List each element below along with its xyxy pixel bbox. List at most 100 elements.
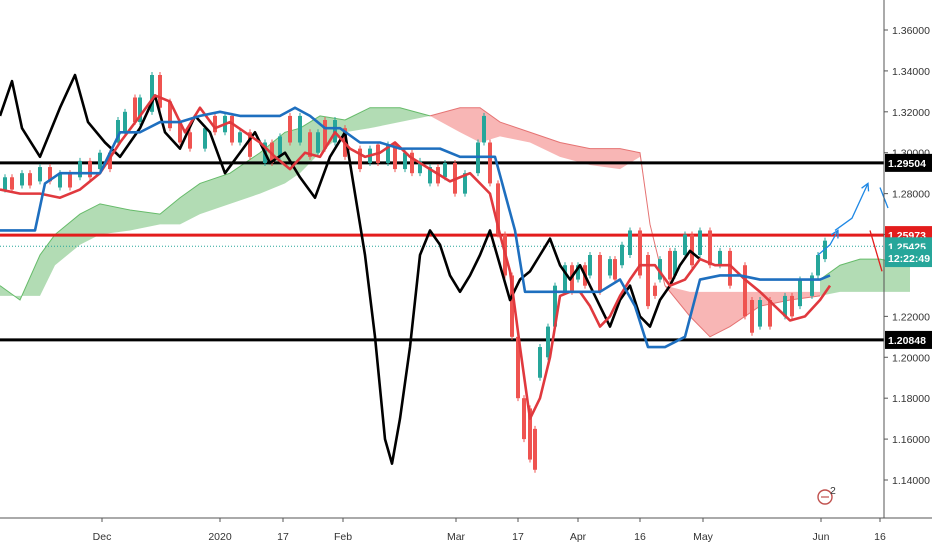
candle-up-41[interactable] xyxy=(758,300,762,327)
candle-down-31[interactable] xyxy=(528,408,532,460)
candle-up-42[interactable] xyxy=(783,295,787,317)
candle-up-0[interactable] xyxy=(3,177,7,190)
candle-up-5[interactable] xyxy=(98,152,102,170)
candle-down-36[interactable] xyxy=(613,259,617,280)
candle-down-35[interactable] xyxy=(598,255,602,292)
candle-down-15[interactable] xyxy=(288,115,292,143)
candle-up-29[interactable] xyxy=(553,285,557,327)
candle-down-7[interactable] xyxy=(158,75,162,108)
candle-up-20[interactable] xyxy=(403,152,407,170)
candle-up-9[interactable] xyxy=(150,75,154,112)
cloud-bull-0 xyxy=(0,115,345,300)
candle-up-22[interactable] xyxy=(428,167,432,184)
candle-up-28[interactable] xyxy=(546,326,550,358)
candle-down-9[interactable] xyxy=(178,122,182,143)
candle-down-45[interactable] xyxy=(750,300,754,333)
candle-down-0[interactable] xyxy=(10,177,14,190)
candle-down-10[interactable] xyxy=(188,132,192,149)
projection-arrow-1-head xyxy=(830,229,839,239)
candle-down-40[interactable] xyxy=(668,250,672,280)
candle-down-17[interactable] xyxy=(323,120,327,149)
candle-down-32[interactable] xyxy=(533,428,537,470)
candle-down-29[interactable] xyxy=(516,336,520,399)
x-tick-label-2: 17 xyxy=(277,531,289,543)
x-tick-label-5: 17 xyxy=(512,531,524,543)
candle-down-4[interactable] xyxy=(88,160,92,178)
lagging-line[interactable] xyxy=(0,73,701,465)
candle-down-11[interactable] xyxy=(213,115,217,133)
candle-up-32[interactable] xyxy=(588,255,592,276)
candle-up-1[interactable] xyxy=(20,173,24,186)
x-tick-label-4: Mar xyxy=(447,531,466,543)
candle-down-19[interactable] xyxy=(358,148,362,170)
candle-up-36[interactable] xyxy=(658,259,662,280)
y-tick-label-9: 1.16000 xyxy=(892,434,930,446)
candle-down-5[interactable] xyxy=(108,152,112,170)
candle-up-2[interactable] xyxy=(38,167,42,182)
candle-down-44[interactable] xyxy=(743,265,747,317)
candle-up-15[interactable] xyxy=(298,115,302,143)
candle-up-34[interactable] xyxy=(620,244,624,266)
candle-up-44[interactable] xyxy=(810,275,814,296)
candle-down-43[interactable] xyxy=(728,250,732,286)
candle-up-33[interactable] xyxy=(608,259,612,276)
conversion-line[interactable] xyxy=(0,94,832,420)
price-label-1: 12:22:49 xyxy=(888,253,930,265)
candle-down-8[interactable] xyxy=(168,101,172,129)
cloud-bear-0-edge xyxy=(429,107,821,338)
projection-arrow-2-head xyxy=(861,182,870,192)
candle-up-23[interactable] xyxy=(443,162,447,178)
candle-down-42[interactable] xyxy=(708,230,712,266)
candle-up-12[interactable] xyxy=(238,132,242,143)
x-tick-label-9: Jun xyxy=(813,531,830,543)
candle-down-3[interactable] xyxy=(68,173,72,188)
candle-up-39[interactable] xyxy=(698,230,702,255)
candle-down-21[interactable] xyxy=(393,144,397,170)
candle-up-30[interactable] xyxy=(563,265,567,292)
candle-down-26[interactable] xyxy=(496,183,500,235)
candle-down-39[interactable] xyxy=(653,285,657,296)
candle-up-6[interactable] xyxy=(116,120,120,143)
candle-up-35[interactable] xyxy=(628,230,632,255)
candle-down-6[interactable] xyxy=(133,97,137,123)
candle-up-7[interactable] xyxy=(123,111,127,133)
candle-down-22[interactable] xyxy=(410,152,414,174)
candle-up-10[interactable] xyxy=(203,128,207,149)
candle-down-47[interactable] xyxy=(790,295,794,317)
candle-down-41[interactable] xyxy=(690,234,694,266)
candle-up-27[interactable] xyxy=(538,347,542,378)
candle-up-37[interactable] xyxy=(673,250,677,276)
y-tick-label-2: 1.32000 xyxy=(892,107,930,119)
candle-down-37[interactable] xyxy=(638,230,642,276)
candle-up-14[interactable] xyxy=(278,136,282,157)
candle-down-28[interactable] xyxy=(510,275,514,337)
candle-down-1[interactable] xyxy=(28,173,32,186)
candle-up-8[interactable] xyxy=(138,97,142,123)
candle-down-2[interactable] xyxy=(48,167,52,182)
base-line[interactable] xyxy=(0,106,831,349)
candle-up-21[interactable] xyxy=(418,160,422,174)
candle-down-12[interactable] xyxy=(230,115,234,143)
x-tick-label-6: Apr xyxy=(570,531,587,543)
candle-down-46[interactable] xyxy=(768,300,772,327)
candle-up-24[interactable] xyxy=(463,173,467,194)
candle-up-26[interactable] xyxy=(482,115,486,143)
candle-up-38[interactable] xyxy=(683,234,687,255)
candle-down-30[interactable] xyxy=(522,398,526,440)
y-tick-label-10: 1.14000 xyxy=(892,475,930,487)
candle-up-19[interactable] xyxy=(386,144,390,163)
candle-down-38[interactable] xyxy=(646,255,650,307)
candle-up-16[interactable] xyxy=(316,132,320,153)
candle-up-31[interactable] xyxy=(576,265,580,280)
candle-up-45[interactable] xyxy=(816,255,820,276)
candle-up-40[interactable] xyxy=(718,250,722,266)
candle-up-3[interactable] xyxy=(58,173,62,188)
candle-down-16[interactable] xyxy=(308,132,312,157)
candle-up-43[interactable] xyxy=(798,279,802,307)
candle-up-4[interactable] xyxy=(78,160,82,178)
candle-down-13[interactable] xyxy=(248,132,252,157)
event-badge-count: 2 xyxy=(830,485,836,497)
candle-down-25[interactable] xyxy=(488,142,492,184)
